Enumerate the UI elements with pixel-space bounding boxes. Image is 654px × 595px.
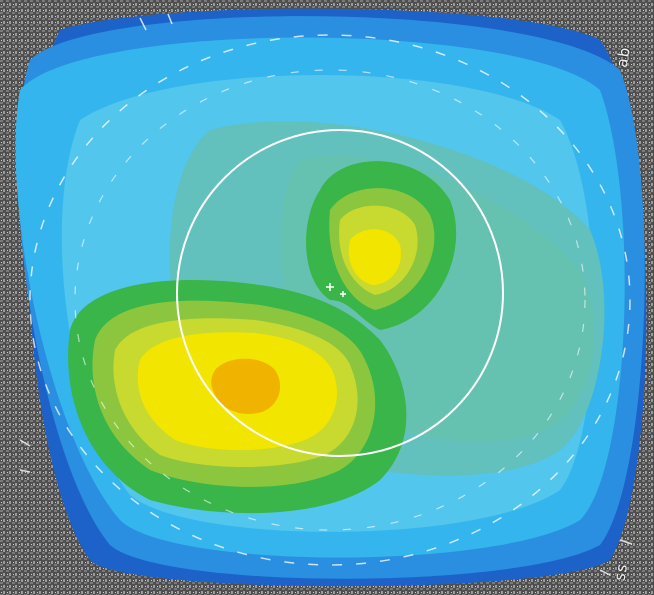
contour-orange-peak xyxy=(211,358,281,415)
middle-dashed-ring xyxy=(74,69,586,531)
center-markers xyxy=(326,283,346,297)
contour-yellow xyxy=(348,229,401,285)
center-circle xyxy=(176,129,504,457)
corner-label-bottom-right: ss xyxy=(610,561,632,583)
edge-ticks xyxy=(19,13,633,576)
outer-dashed-ring xyxy=(29,34,631,566)
